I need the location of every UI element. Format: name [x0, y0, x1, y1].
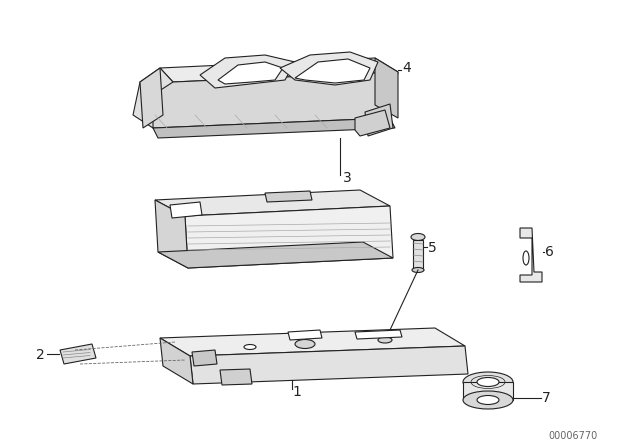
Ellipse shape — [463, 372, 513, 392]
Ellipse shape — [411, 233, 425, 241]
Polygon shape — [413, 240, 423, 270]
Polygon shape — [375, 58, 398, 118]
Polygon shape — [280, 52, 378, 85]
Ellipse shape — [244, 345, 256, 349]
Text: 6: 6 — [545, 245, 554, 259]
Text: 2: 2 — [36, 348, 45, 362]
Ellipse shape — [463, 391, 513, 409]
Polygon shape — [160, 58, 398, 82]
Ellipse shape — [477, 378, 499, 387]
Polygon shape — [200, 55, 295, 88]
Polygon shape — [170, 202, 202, 218]
Polygon shape — [133, 68, 173, 128]
Polygon shape — [155, 190, 390, 216]
Text: 7: 7 — [542, 391, 551, 405]
Text: 5: 5 — [428, 241, 436, 255]
Polygon shape — [158, 242, 393, 268]
Polygon shape — [185, 206, 393, 268]
Polygon shape — [355, 110, 390, 136]
Polygon shape — [520, 228, 542, 282]
Polygon shape — [160, 338, 193, 384]
Polygon shape — [153, 118, 395, 138]
Ellipse shape — [378, 337, 392, 343]
Polygon shape — [218, 62, 283, 84]
Polygon shape — [190, 346, 468, 384]
Ellipse shape — [412, 267, 424, 272]
Text: 00006770: 00006770 — [548, 431, 597, 441]
Text: 1: 1 — [292, 385, 301, 399]
Ellipse shape — [477, 396, 499, 405]
Polygon shape — [192, 350, 217, 366]
Polygon shape — [355, 330, 402, 339]
Polygon shape — [140, 68, 163, 128]
Polygon shape — [288, 330, 322, 340]
Text: 3: 3 — [343, 171, 352, 185]
Polygon shape — [153, 72, 398, 128]
Polygon shape — [265, 191, 312, 202]
Polygon shape — [60, 344, 96, 364]
Polygon shape — [365, 104, 393, 136]
Polygon shape — [160, 328, 465, 356]
Ellipse shape — [295, 340, 315, 349]
Polygon shape — [155, 200, 188, 268]
Polygon shape — [220, 369, 252, 385]
Polygon shape — [463, 382, 513, 400]
Polygon shape — [295, 59, 370, 83]
Ellipse shape — [523, 251, 529, 265]
Text: 4: 4 — [402, 61, 411, 75]
